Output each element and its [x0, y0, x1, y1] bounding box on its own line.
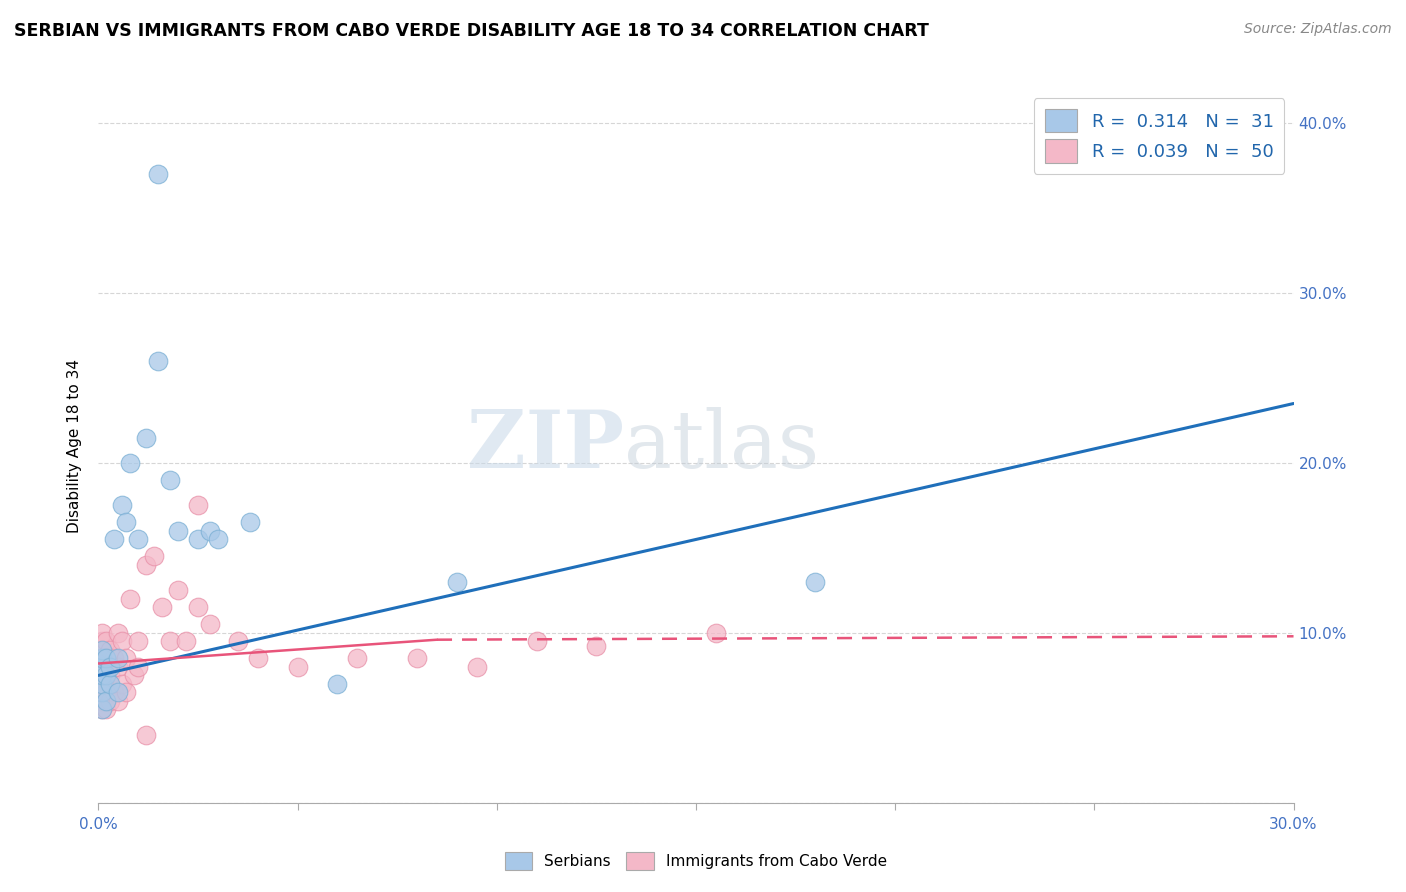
Point [124, 668, 146, 682]
Text: Source: ZipAtlas.com: Source: ZipAtlas.com [1244, 22, 1392, 37]
Point [127, 533, 149, 547]
Point [96, 651, 118, 665]
Point [120, 456, 142, 470]
Point [115, 651, 138, 665]
Point [103, 651, 125, 665]
Point [198, 524, 221, 538]
Point [120, 591, 142, 606]
Point [346, 651, 368, 665]
Point [198, 617, 221, 632]
Point [100, 677, 122, 691]
Point [107, 685, 129, 699]
Y-axis label: Disability Age 18 to 34: Disability Age 18 to 34 [67, 359, 83, 533]
Point [135, 728, 157, 742]
Point [187, 600, 209, 615]
Point [135, 430, 157, 444]
Point [239, 516, 262, 530]
Text: ZIP: ZIP [467, 407, 624, 485]
Point [96, 668, 118, 682]
Point [96, 651, 118, 665]
Text: atlas: atlas [624, 407, 820, 485]
Point [107, 694, 129, 708]
Point [111, 499, 134, 513]
Point [91, 660, 114, 674]
Point [526, 634, 548, 648]
Point [96, 668, 118, 682]
Point [100, 668, 122, 682]
Point [111, 634, 134, 648]
Text: SERBIAN VS IMMIGRANTS FROM CABO VERDE DISABILITY AGE 18 TO 34 CORRELATION CHART: SERBIAN VS IMMIGRANTS FROM CABO VERDE DI… [14, 22, 929, 40]
Point [100, 660, 122, 674]
Point [91, 668, 114, 682]
Point [187, 533, 209, 547]
Point [115, 685, 138, 699]
Point [159, 634, 181, 648]
Point [91, 677, 114, 691]
Point [187, 499, 209, 513]
Point [804, 574, 827, 589]
Point [91, 643, 114, 657]
Point [107, 660, 129, 674]
Point [226, 634, 249, 648]
Point [96, 685, 118, 699]
Point [287, 660, 309, 674]
Point [91, 685, 114, 699]
Point [465, 660, 488, 674]
Point [135, 558, 157, 572]
Point [96, 634, 118, 648]
Point [91, 668, 114, 682]
Point [100, 694, 122, 708]
Point [96, 694, 118, 708]
Point [143, 549, 166, 564]
Point [446, 574, 468, 589]
Point [91, 651, 114, 665]
Point [103, 685, 125, 699]
Point [111, 677, 134, 691]
Point [704, 626, 727, 640]
Point [96, 702, 118, 716]
Point [127, 634, 149, 648]
Point [127, 660, 149, 674]
Point [91, 677, 114, 691]
Point [406, 651, 429, 665]
Legend: Serbians, Immigrants from Cabo Verde: Serbians, Immigrants from Cabo Verde [498, 845, 894, 877]
Point [167, 583, 190, 598]
Point [207, 533, 229, 547]
Point [91, 626, 114, 640]
Point [91, 702, 114, 716]
Point [159, 473, 181, 487]
Point [148, 354, 170, 368]
Point [326, 677, 349, 691]
Point [148, 167, 170, 181]
Point [107, 626, 129, 640]
Point [100, 643, 122, 657]
Point [91, 660, 114, 674]
Point [91, 694, 114, 708]
Point [174, 634, 197, 648]
Point [150, 600, 173, 615]
Point [91, 702, 114, 716]
Point [167, 524, 190, 538]
Point [91, 634, 114, 648]
Point [115, 516, 138, 530]
Point [91, 685, 114, 699]
Point [91, 643, 114, 657]
Point [91, 651, 114, 665]
Point [585, 640, 607, 654]
Point [246, 651, 269, 665]
Point [103, 533, 125, 547]
Point [107, 651, 129, 665]
